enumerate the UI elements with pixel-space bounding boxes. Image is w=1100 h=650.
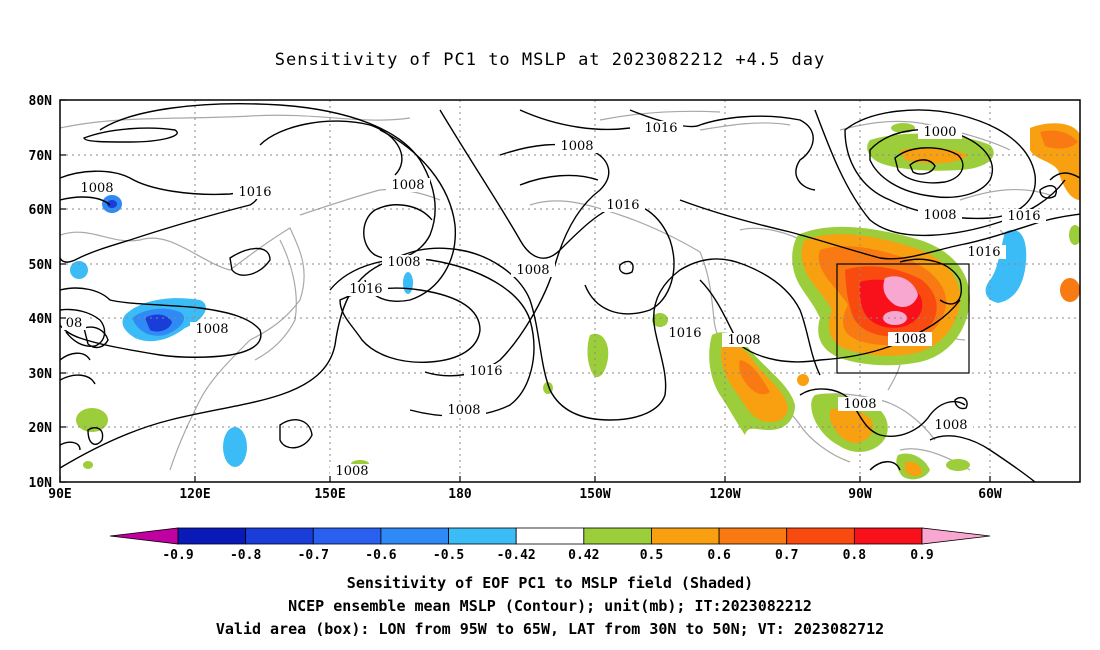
lon-label: 120E [179, 487, 210, 502]
contour-label: 1008 [560, 139, 593, 154]
colorbar-tick-label: -0.42 [497, 548, 536, 563]
colorbar-swatch [718, 527, 788, 545]
caption-contour: NCEP ensemble mean MSLP (Contour); unit(… [288, 597, 812, 615]
contour-label: 1016 [644, 121, 677, 136]
lat-label: 50N [29, 258, 53, 273]
colorbar-swatch [651, 527, 720, 545]
latitude-labels: 80N 70N 60N 50N 40N 30N 20N 10N [29, 94, 53, 491]
contour-label: 1000 [923, 125, 956, 140]
lat-label: 60N [29, 203, 53, 218]
contour-label: 1008 [335, 464, 368, 479]
colorbar-swatch [380, 527, 449, 545]
contour-label: 1008 [923, 208, 956, 223]
colorbar-swatch [853, 527, 923, 545]
colorbar-swatch [312, 527, 382, 545]
colorbar-tick-label: -0.6 [365, 548, 396, 563]
mslp-contours [60, 103, 1080, 482]
axis-ticks [59, 99, 991, 483]
caption-shaded: Sensitivity of EOF PC1 to MSLP field (Sh… [346, 574, 754, 592]
colorbar-tick-label: 0.8 [843, 548, 867, 563]
plot-frame [59, 99, 1081, 483]
map-title: Sensitivity of PC1 to MSLP at 2023082212… [274, 50, 826, 70]
contour-label: 1008 [934, 418, 967, 433]
contour-label: 1016 [606, 198, 639, 213]
contour-label: 1008 [843, 397, 876, 412]
lat-label: 10N [29, 476, 53, 491]
colorbar-tick-label: -0.9 [162, 548, 193, 563]
colorbar-min-triangle [109, 527, 179, 545]
lon-label: 60W [978, 487, 1002, 502]
colorbar-swatch [177, 527, 247, 545]
colorbar-tick-label: -0.5 [433, 548, 464, 563]
contour-label: 1008 [893, 332, 926, 347]
lat-label: 20N [29, 421, 53, 436]
contour-label: 1008 [447, 403, 480, 418]
lat-label: 30N [29, 367, 53, 382]
contour-label: 1008 [195, 322, 228, 337]
lon-label: 150W [579, 487, 610, 502]
lon-label: 180 [448, 487, 472, 502]
contour-labels: 1016 1008 1000 1008 1016 1008 1016 1008 … [62, 121, 1046, 418]
contour-label: 1016 [1007, 209, 1040, 224]
contour-label: 1016 [668, 326, 701, 341]
colorbar-tick-label: 0.5 [640, 548, 663, 563]
contour-label: 08 [66, 316, 83, 331]
contour-label: 1008 [80, 181, 113, 196]
negative-sensitivity-shading [70, 195, 1027, 467]
colorbar-swatch [786, 527, 855, 545]
lon-label: 90W [848, 487, 872, 502]
longitude-labels: 90E 120E 150E 180 150W 120W 90W 60W [48, 487, 1002, 502]
contour-label: 1008 [387, 255, 420, 270]
colorbar-tick-label: 0.9 [910, 548, 933, 563]
lat-label: 70N [29, 149, 53, 164]
lon-label: 150E [314, 487, 345, 502]
colorbar-tick-label: 0.7 [775, 548, 798, 563]
contour-label: 1008 [391, 178, 424, 193]
lon-label: 90E [48, 487, 71, 502]
contour-label: 1008 [516, 263, 549, 278]
contour-label: 1016 [349, 282, 382, 297]
contour-label: 1008 [727, 333, 760, 348]
colorbar-swatch [245, 527, 314, 545]
colorbar-tick-label: -0.8 [230, 548, 261, 563]
contour-label: 1016 [469, 364, 502, 379]
valid-area-box [836, 263, 970, 374]
lat-label: 80N [29, 94, 53, 109]
colorbar: -0.9 -0.8 -0.7 -0.6 -0.5 -0.42 0.42 0.5 0.6 0.7 0.… [109, 527, 991, 563]
lon-label: 120W [709, 487, 740, 502]
colorbar-tick-label: 0.6 [707, 548, 731, 563]
colorbar-max-triangle [921, 527, 991, 545]
caption-valid-area: Valid area (box): LON from 95W to 65W, L… [215, 620, 885, 638]
lat-lon-grid [60, 100, 1080, 482]
contour-label: 1016 [238, 185, 271, 200]
colorbar-tick-label: 0.42 [568, 548, 599, 563]
lat-label: 40N [29, 312, 53, 327]
contour-label: 1016 [967, 245, 1000, 260]
colorbar-tick-label: -0.7 [298, 548, 329, 563]
colorbar-swatch [515, 527, 585, 545]
colorbar-swatch [448, 527, 517, 545]
colorbar-swatch [583, 527, 652, 545]
